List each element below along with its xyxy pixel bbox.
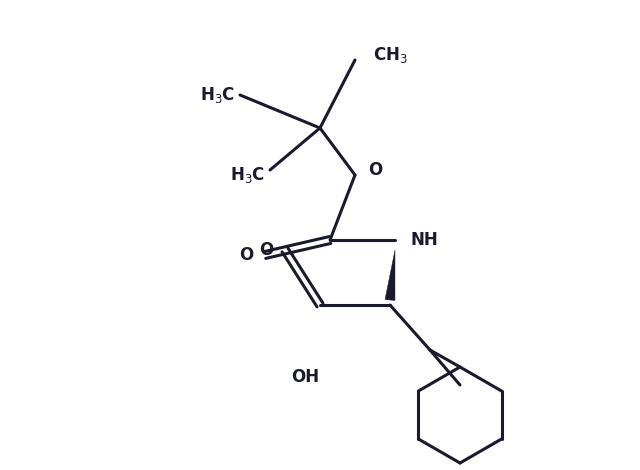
Text: O: O (368, 161, 382, 179)
Text: NH: NH (410, 231, 438, 249)
Text: H$_3$C: H$_3$C (200, 85, 235, 105)
Text: OH: OH (291, 368, 319, 386)
Text: H$_3$C: H$_3$C (230, 165, 265, 185)
Text: O: O (259, 241, 273, 259)
Text: O: O (239, 246, 253, 264)
Polygon shape (385, 250, 395, 300)
Text: CH$_3$: CH$_3$ (373, 45, 408, 65)
